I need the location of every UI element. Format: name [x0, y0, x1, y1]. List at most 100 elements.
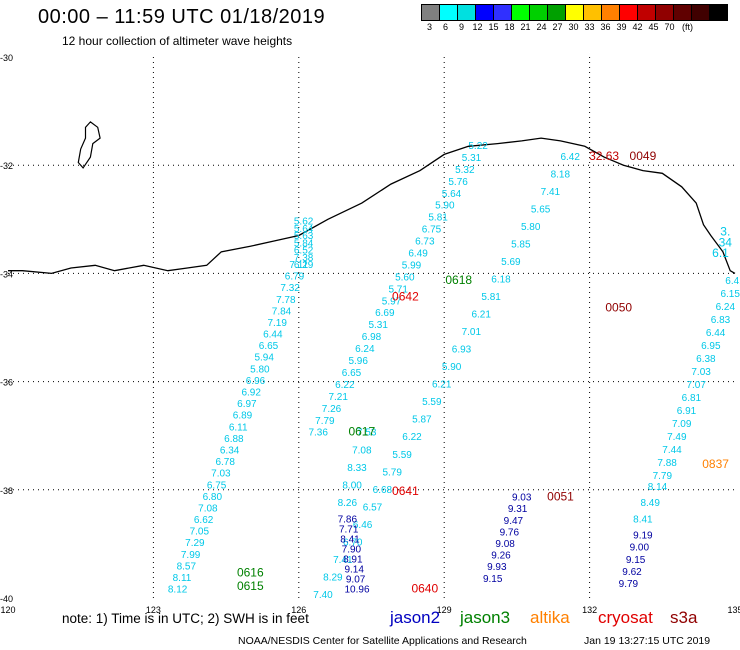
pass-label: 0615 — [237, 579, 264, 593]
coastline — [8, 234, 299, 275]
wave-height-value: 7.79 — [315, 416, 335, 427]
wave-height-value: 6.95 — [701, 341, 721, 352]
wave-height-value: 8.14 — [648, 482, 668, 493]
pass-label: 6.1 — [712, 246, 729, 260]
latitude-label: -38 — [0, 486, 13, 496]
wave-height-value: 7.29 — [185, 538, 205, 549]
wave-height-value: 6.79 — [285, 272, 305, 283]
wave-height-value: 8.91 — [343, 554, 363, 565]
scale-label: 36 — [600, 22, 611, 32]
wave-height-value: 6.15 — [720, 289, 740, 300]
wave-height-value: 5.59 — [422, 397, 442, 408]
longitude-label: 123 — [146, 605, 161, 615]
scale-label: 39 — [616, 22, 627, 32]
wave-height-value: 6.44 — [263, 330, 283, 341]
scale-label: 30 — [568, 22, 579, 32]
wave-height-value: 7.36 — [308, 428, 328, 439]
scale-label: 33 — [584, 22, 595, 32]
longitude-label: 135 — [727, 605, 740, 615]
map-title: 00:00 – 11:59 UTC 01/18/2019 — [38, 6, 326, 28]
wave-height-value: 7.08 — [352, 445, 372, 456]
wave-height-value: 5.94 — [254, 353, 274, 364]
wave-height-value: 7.03 — [211, 469, 231, 480]
wave-height-value: 6.22 — [402, 432, 422, 443]
wave-height-value: 7.44 — [662, 445, 682, 456]
wave-height-value: 6.34 — [220, 446, 240, 457]
wave-height-value: 8.57 — [177, 561, 197, 572]
wave-height-value: 5.31 — [368, 320, 388, 331]
wave-height-value: 6.22 — [335, 380, 355, 391]
wave-height-value: 8.49 — [640, 498, 660, 509]
wave-height-value: 6.62 — [194, 515, 214, 526]
wave-height-value: 7.41 — [541, 187, 561, 198]
wave-height-value: 9.93 — [487, 562, 507, 573]
credit-line: NOAA/NESDIS Center for Satellite Applica… — [238, 635, 527, 647]
wave-height-value: 6.73 — [415, 237, 435, 248]
wave-height-value: 9.15 — [626, 555, 646, 566]
wave-height-value: 6.41 — [725, 276, 740, 287]
wave-height-value: 9.07 — [346, 575, 366, 586]
wave-height-value: 7.19 — [267, 318, 287, 329]
scale-label: (ft) — [682, 22, 693, 32]
pass-label: 0616 — [237, 565, 264, 579]
scale-swatch — [709, 4, 728, 21]
wave-height-value: 6.52 — [294, 246, 314, 257]
wave-height-value: 7.40 — [313, 590, 333, 601]
wave-height-value: 5.90 — [442, 362, 462, 373]
wave-height-value: 6.83 — [711, 315, 731, 326]
latitude-label: -36 — [0, 378, 13, 388]
wave-height-value: 8.12 — [168, 585, 188, 596]
wave-height-value: 7.05 — [190, 527, 210, 538]
latitude-label: -40 — [0, 594, 13, 604]
wave-height-value: 10.96 — [344, 585, 369, 596]
wave-height-value: 5.97 — [382, 296, 402, 307]
wave-height-value: 8.18 — [551, 169, 571, 180]
wave-height-value: 9.62 — [622, 567, 642, 578]
wave-height-value: 5.85 — [511, 239, 531, 250]
wave-height-value: 6.68 — [373, 485, 393, 496]
wave-height-value: 9.03 — [512, 493, 532, 504]
wave-height-value: 5.81 — [428, 213, 448, 224]
pass-label: 0641 — [392, 484, 419, 498]
wave-height-value: 7.53 — [357, 428, 377, 439]
wave-height-value: 6.98 — [362, 332, 382, 343]
longitude-label: 126 — [291, 605, 306, 615]
longitude-label: 120 — [0, 605, 15, 615]
scale-label: 6 — [442, 22, 448, 32]
wave-height-value: 9.00 — [630, 543, 650, 554]
wave-height-value: 6.21 — [471, 310, 491, 321]
scale-label: 18 — [504, 22, 515, 32]
satellite-jason3: jason3 — [460, 608, 511, 627]
wave-height-value: 5.76 — [448, 177, 468, 188]
wave-height-value: 5.79 — [382, 467, 402, 478]
wave-height-value: 9.79 — [619, 579, 639, 590]
wave-height-value: 6.65 — [259, 341, 279, 352]
latitude-label: -34 — [0, 269, 13, 279]
satellite-altika: altika — [530, 608, 570, 627]
wave-height-value: 9.08 — [495, 539, 515, 550]
scale-label: 21 — [520, 22, 531, 32]
scale-label: 24 — [536, 22, 547, 32]
wave-height-value: 5.80 — [250, 364, 270, 375]
wave-height-value: 7.32 — [280, 283, 300, 294]
pass-label: 0642 — [392, 290, 419, 304]
wave-height-value: 5.80 — [521, 222, 541, 233]
wave-height-value: 5.87 — [412, 415, 432, 426]
wave-height-value: 5.81 — [481, 292, 501, 303]
pass-label: 32.63 — [589, 149, 619, 163]
scale-label: 3 — [426, 22, 432, 32]
island — [77, 121, 101, 169]
wave-height-value: 8.00 — [342, 480, 362, 491]
satellite-s3a: s3a — [670, 608, 698, 627]
wave-height-value: 7.78 — [276, 295, 296, 306]
wave-height-value: 9.76 — [500, 527, 520, 538]
wave-height-value: 5.64 — [294, 224, 314, 235]
scale-label: 70 — [664, 22, 675, 32]
wave-height-value: 6.75 — [207, 480, 227, 491]
pass-label: 0617 — [348, 425, 375, 439]
wave-height-value: 6.70 — [343, 537, 363, 548]
wave-height-value: 7.08 — [198, 503, 218, 514]
wave-height-value: 7.49 — [667, 432, 687, 443]
satellite-jason2: jason2 — [390, 608, 441, 627]
wave-height-value: 5.64 — [442, 189, 462, 200]
